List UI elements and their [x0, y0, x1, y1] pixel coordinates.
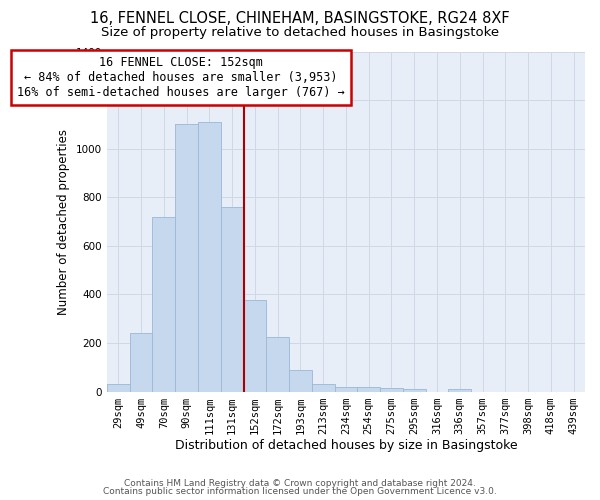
X-axis label: Distribution of detached houses by size in Basingstoke: Distribution of detached houses by size … — [175, 440, 517, 452]
Bar — [175, 124, 198, 392]
Text: 16, FENNEL CLOSE, CHINEHAM, BASINGSTOKE, RG24 8XF: 16, FENNEL CLOSE, CHINEHAM, BASINGSTOKE,… — [90, 11, 510, 26]
Bar — [289, 370, 312, 392]
Bar — [312, 384, 335, 392]
Bar — [380, 388, 403, 392]
Text: Size of property relative to detached houses in Basingstoke: Size of property relative to detached ho… — [101, 26, 499, 39]
Bar — [130, 334, 152, 392]
Bar — [244, 300, 266, 392]
Text: Contains HM Land Registry data © Crown copyright and database right 2024.: Contains HM Land Registry data © Crown c… — [124, 478, 476, 488]
Bar — [198, 122, 221, 392]
Bar — [335, 386, 358, 392]
Y-axis label: Number of detached properties: Number of detached properties — [57, 128, 70, 314]
Bar — [266, 337, 289, 392]
Bar — [221, 207, 244, 392]
Text: Contains public sector information licensed under the Open Government Licence v3: Contains public sector information licen… — [103, 487, 497, 496]
Text: 16 FENNEL CLOSE: 152sqm
← 84% of detached houses are smaller (3,953)
16% of semi: 16 FENNEL CLOSE: 152sqm ← 84% of detache… — [17, 56, 345, 100]
Bar — [448, 389, 471, 392]
Bar — [107, 384, 130, 392]
Bar — [358, 386, 380, 392]
Bar — [152, 216, 175, 392]
Bar — [403, 389, 425, 392]
